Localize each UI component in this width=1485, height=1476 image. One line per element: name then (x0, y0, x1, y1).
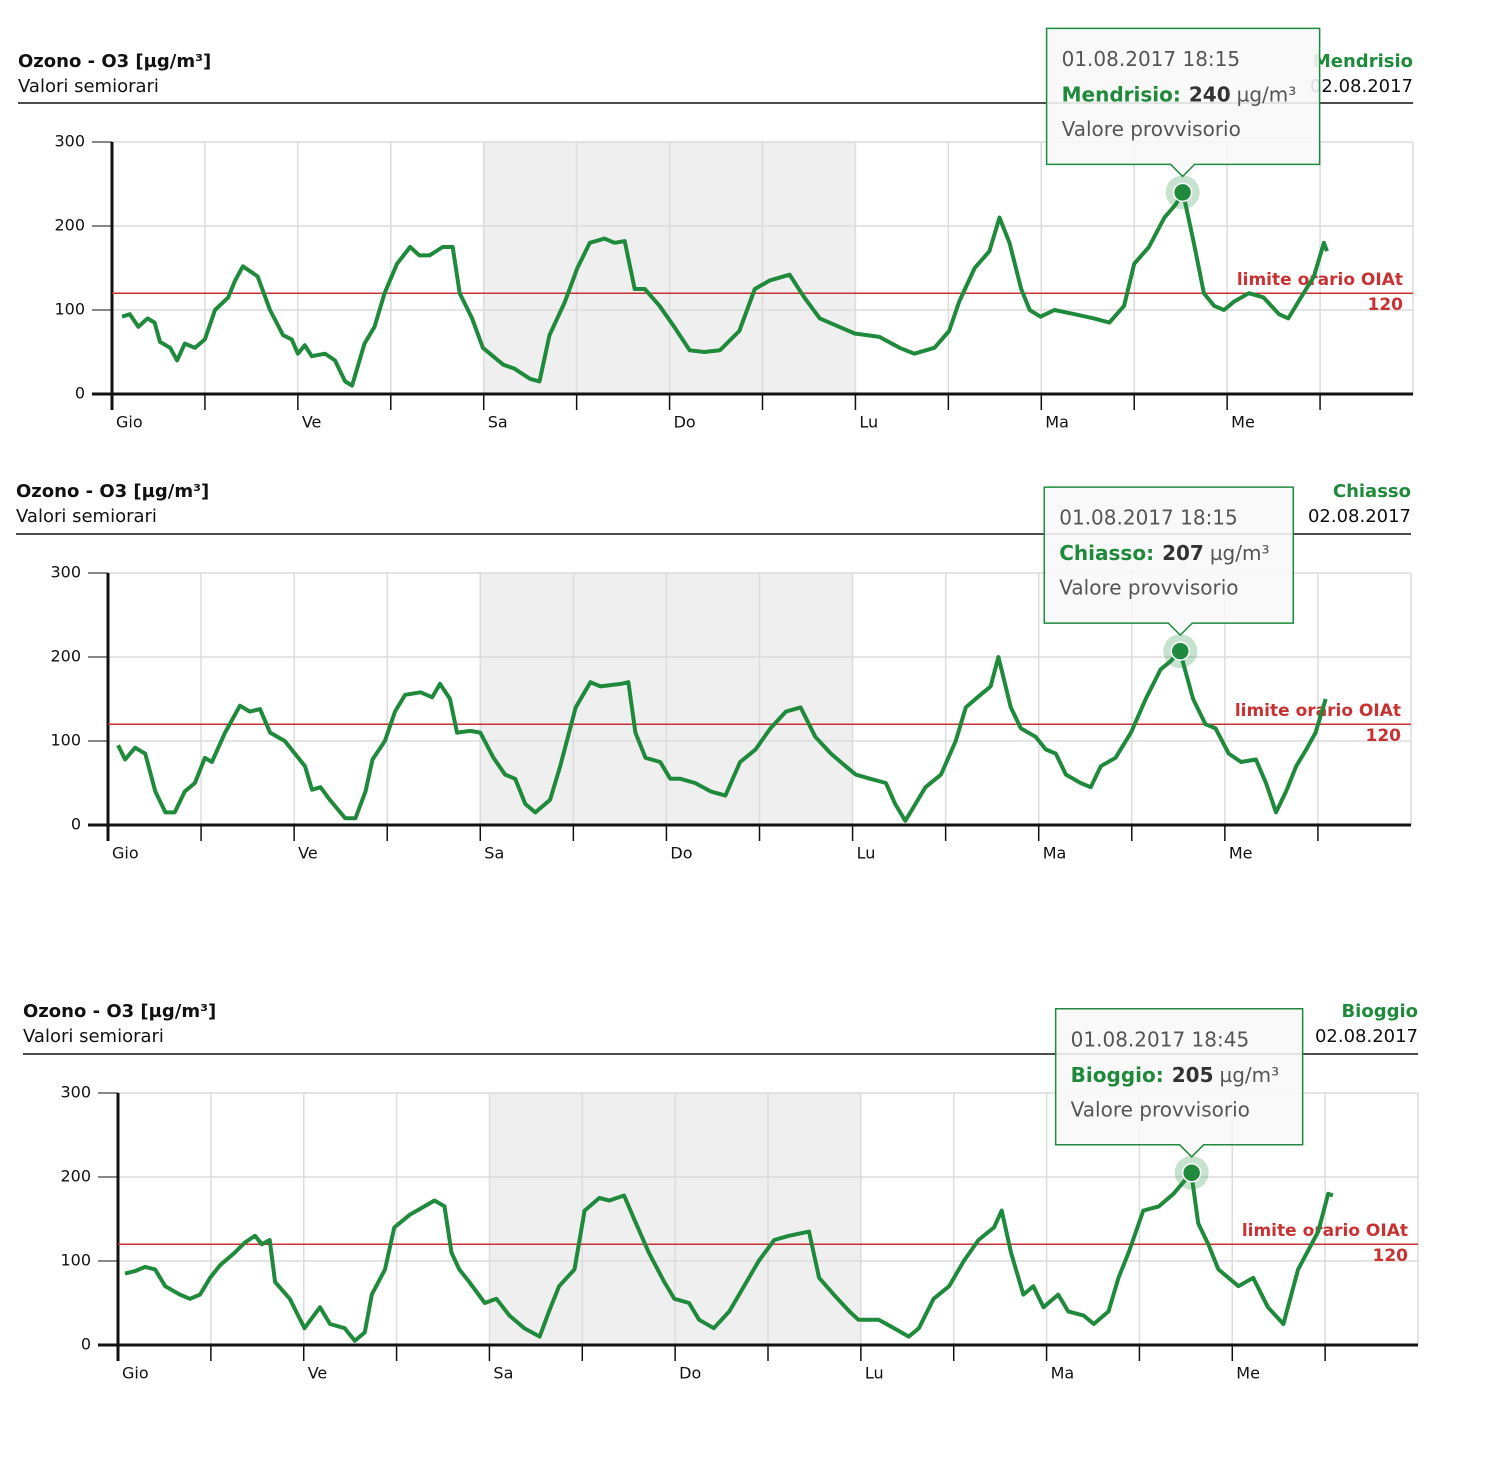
date-range: 02.08.2017 (1315, 1026, 1418, 1047)
hover-point (1172, 182, 1193, 203)
limit-label: limite orario OIAt (1237, 270, 1403, 290)
chart-title: Ozono - O3 [µg/m³] (18, 51, 211, 72)
x-tick-label: Sa (484, 844, 504, 863)
x-tick-label: Do (679, 1364, 701, 1383)
x-tick-label: Sa (488, 413, 508, 432)
series-line (121, 190, 1329, 388)
y-tick-label: 300 (60, 1083, 91, 1102)
station-name: Chiasso (1333, 481, 1411, 502)
x-tick-label: Ma (1043, 844, 1067, 863)
x-tick-label: Me (1236, 1364, 1260, 1383)
x-tick-label: Do (670, 844, 692, 863)
series-line (124, 1170, 1334, 1343)
limit-value: 120 (1366, 726, 1402, 746)
tooltip-unit: µg/m³ (1210, 541, 1270, 565)
x-tick-label: Ma (1051, 1364, 1075, 1383)
x-tick-label: Ve (308, 1364, 328, 1383)
chart-title: Ozono - O3 [µg/m³] (16, 481, 209, 502)
series-line (116, 649, 1328, 823)
tooltip-box (1054, 1008, 1304, 1158)
x-tick-label: Do (674, 413, 696, 432)
tooltip-series-label: Bioggio: (1071, 1062, 1164, 1086)
chart-subtitle: Valori semiorari (23, 1026, 164, 1047)
y-tick-label: 0 (75, 384, 85, 403)
chart-panel: Ozono - O3 [µg/m³] Valori semiorari Bioggi… (23, 1001, 1419, 1383)
y-tick-label: 100 (50, 731, 81, 750)
x-tick-label: Ma (1045, 413, 1069, 432)
y-tick-label: 0 (81, 1335, 91, 1354)
y-tick-label: 100 (54, 300, 85, 319)
tooltip-unit: µg/m³ (1237, 82, 1297, 106)
y-tick-label: 200 (54, 216, 85, 235)
limit-value: 120 (1373, 1246, 1409, 1266)
tooltip-date: 01.08.2017 18:15 (1062, 47, 1241, 71)
date-range: 02.08.2017 (1308, 506, 1411, 527)
tooltip-value-line: Mendrisio: 240 µg/m³ (1062, 82, 1297, 106)
x-tick-label: Lu (865, 1364, 884, 1383)
x-tick-label: Gio (122, 1364, 149, 1383)
y-tick-label: 300 (50, 563, 81, 582)
tooltip-date: 01.08.2017 18:45 (1071, 1027, 1250, 1051)
y-tick-label: 0 (71, 815, 81, 834)
tooltip-value-line: Chiasso: 207 µg/m³ (1059, 541, 1269, 565)
chart-panel: Ozono - O3 [µg/m³] Valori semiorari Mendri… (18, 27, 1414, 432)
limit-value: 120 (1368, 295, 1404, 315)
tooltip-value: 207 (1162, 541, 1204, 565)
hover-point (1181, 1163, 1202, 1183)
tooltip-series-label: Chiasso: (1059, 541, 1154, 565)
limit-label: limite orario OIAt (1235, 701, 1401, 721)
y-tick-label: 200 (60, 1167, 91, 1186)
chart-subtitle: Valori semiorari (16, 506, 157, 527)
tooltip-box (1045, 27, 1321, 178)
x-tick-label: Ve (302, 413, 322, 432)
x-tick-label: Gio (112, 844, 139, 863)
chart-title: Ozono - O3 [µg/m³] (23, 1001, 216, 1022)
x-tick-label: Ve (298, 844, 318, 863)
x-tick-label: Gio (116, 413, 143, 432)
y-tick-label: 200 (50, 647, 81, 666)
date-range: 02.08.2017 (1310, 76, 1413, 97)
chart-panel: Ozono - O3 [µg/m³] Valori semiorari Chiass… (16, 481, 1412, 863)
tooltip-date: 01.08.2017 18:15 (1059, 506, 1238, 530)
tooltip-value: 205 (1172, 1062, 1214, 1086)
tooltip-value: 240 (1189, 82, 1231, 106)
tooltip-value-line: Bioggio: 205 µg/m³ (1071, 1062, 1280, 1086)
chart-subtitle: Valori semiorari (18, 76, 159, 97)
tooltip-note: Valore provvisorio (1071, 1097, 1250, 1121)
x-tick-label: Sa (493, 1364, 513, 1383)
tooltip-unit: µg/m³ (1219, 1062, 1279, 1086)
hover-point (1170, 641, 1191, 661)
station-name: Mendrisio (1313, 51, 1413, 72)
tooltip-note: Valore provvisorio (1059, 576, 1238, 600)
limit-label: limite orario OIAt (1242, 1221, 1408, 1241)
tooltip-series-label: Mendrisio: (1062, 82, 1181, 106)
y-tick-label: 100 (60, 1251, 91, 1270)
x-tick-label: Lu (859, 413, 878, 432)
x-tick-label: Me (1231, 413, 1255, 432)
tooltip-note: Valore provvisorio (1062, 117, 1241, 141)
tooltip-box (1043, 486, 1295, 637)
station-name: Bioggio (1341, 1001, 1418, 1022)
x-tick-label: Lu (857, 844, 876, 863)
x-tick-label: Me (1229, 844, 1253, 863)
y-tick-label: 300 (54, 132, 85, 151)
